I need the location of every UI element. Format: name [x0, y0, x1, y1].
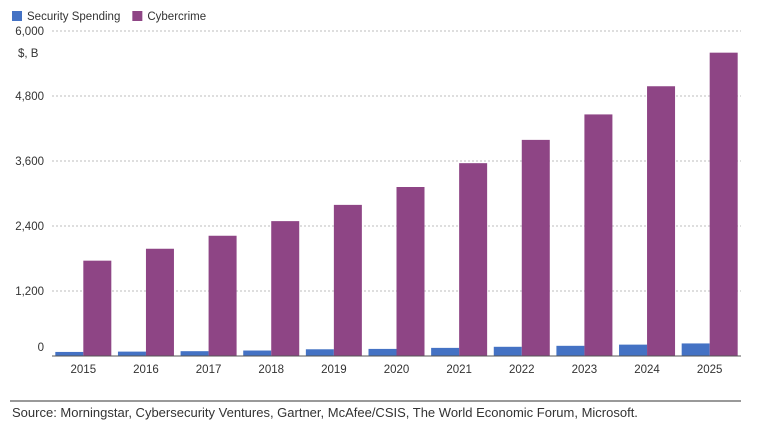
bar-cybercrime-2017	[208, 235, 237, 356]
y-tick-label: 2,400	[15, 221, 44, 233]
bar-security-spending-2025	[681, 343, 710, 356]
bar-security-spending-2022	[493, 346, 522, 356]
legend-label: Cybercrime	[147, 11, 206, 23]
legend-swatch	[12, 11, 22, 21]
x-tick-label: 2017	[196, 364, 222, 376]
bar-security-spending-2024	[619, 344, 648, 356]
bar-security-spending-2018	[243, 350, 272, 356]
bar-cybercrime-2020	[396, 187, 425, 356]
y-tick-label: 0	[38, 342, 44, 354]
source-note: Source: Morningstar, Cybersecurity Ventu…	[12, 405, 638, 420]
bar-security-spending-2016	[117, 351, 146, 356]
x-tick-label: 2015	[71, 364, 97, 376]
bar-security-spending-2020	[368, 348, 397, 356]
bar-security-spending-2017	[180, 351, 209, 356]
bars	[55, 52, 738, 357]
bar-cybercrime-2018	[271, 221, 300, 356]
legend-label: Security Spending	[27, 11, 120, 23]
bar-security-spending-2015	[55, 351, 84, 356]
bar-cybercrime-2024	[647, 86, 676, 356]
bar-cybercrime-2025	[709, 52, 738, 357]
y-axis: 0 1,200 2,400 3,600 4,800 6,000	[15, 26, 44, 354]
x-tick-label: 2019	[321, 364, 347, 376]
bar-cybercrime-2015	[83, 260, 112, 356]
x-tick-label: 2023	[572, 364, 598, 376]
y-tick-label: 6,000	[15, 26, 44, 38]
y-tick-label: 1,200	[15, 286, 44, 298]
x-tick-label: 2022	[509, 364, 535, 376]
legend: Security Spending Cybercrime	[12, 11, 206, 23]
y-tick-label: 4,800	[15, 91, 44, 103]
y-axis-unit-label: $, B	[18, 48, 39, 60]
x-axis: 2015 2016 2017 2018 2019 2020 2021 2022 2023 2024…	[71, 364, 723, 376]
bar-cybercrime-2023	[584, 114, 613, 357]
bar-security-spending-2019	[305, 349, 334, 356]
bar-cybercrime-2016	[145, 248, 174, 356]
bar-cybercrime-2022	[521, 139, 550, 356]
bar-cybercrime-2021	[459, 163, 488, 356]
x-tick-label: 2024	[634, 364, 660, 376]
bar-security-spending-2021	[431, 347, 460, 356]
bar-cybercrime-2019	[333, 204, 362, 356]
x-tick-label: 2018	[258, 364, 284, 376]
bar-security-spending-2023	[556, 345, 585, 356]
legend-swatch	[132, 11, 143, 21]
x-tick-label: 2021	[446, 364, 472, 376]
x-tick-label: 2016	[133, 364, 159, 376]
x-tick-label: 2020	[384, 364, 410, 376]
y-tick-label: 3,600	[15, 156, 44, 168]
x-tick-label: 2025	[697, 364, 723, 376]
